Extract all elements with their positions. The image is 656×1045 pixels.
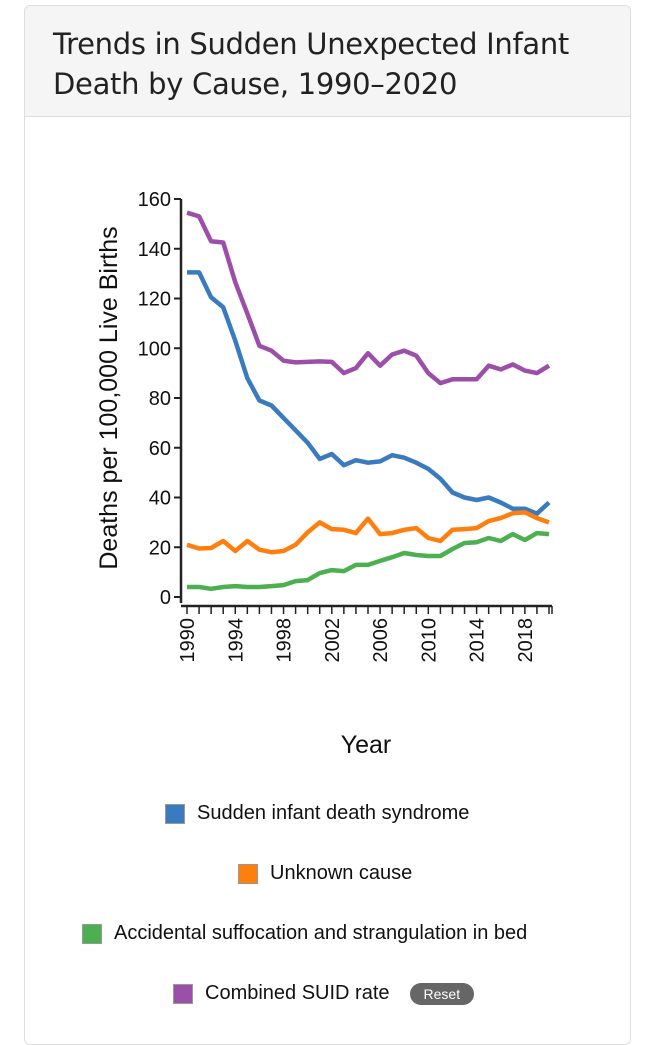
legend-item-sids[interactable]: Sudden infant death syndrome bbox=[165, 802, 469, 825]
reset-button[interactable]: Reset bbox=[409, 982, 475, 1005]
legend-label-combined-suid: Combined SUID rate bbox=[205, 982, 390, 1004]
line-sids bbox=[187, 270, 551, 516]
chart-card: Trends in Sudden Unexpected Infant Death… bbox=[24, 5, 631, 1045]
legend-swatch-sids bbox=[165, 803, 185, 824]
x-tick-label: 1990 bbox=[177, 618, 199, 663]
x-tick-label: 2002 bbox=[322, 618, 344, 663]
x-tick-label: 2010 bbox=[418, 618, 440, 663]
legend-swatch-unknown-cause bbox=[238, 863, 258, 884]
y-tick-label: 120 bbox=[138, 289, 171, 311]
line-chart: 0 20 40 60 80 100 120 140 160 1990 1994 1998 2002 20… bbox=[95, 189, 553, 759]
line-unknown-cause bbox=[186, 510, 550, 555]
legend-item-combined-suid[interactable]: Combined SUID rate Reset bbox=[173, 982, 475, 1005]
y-tick-label: 100 bbox=[138, 338, 171, 360]
y-axis-title: Deaths per 100,000 Live Births bbox=[95, 226, 123, 569]
x-tick-label: 2006 bbox=[370, 618, 392, 663]
x-axis: 1990 1994 1998 2002 2006 2010 2014 2018 bbox=[177, 604, 553, 663]
series-lines bbox=[186, 210, 551, 592]
y-tick-label: 40 bbox=[149, 488, 171, 510]
y-tick-label: 80 bbox=[149, 388, 171, 410]
x-axis-title: Year bbox=[341, 731, 392, 759]
y-tick-label: 0 bbox=[160, 587, 171, 609]
y-tick-label: 140 bbox=[138, 239, 171, 261]
y-tick-label: 20 bbox=[149, 537, 171, 559]
chart-title: Trends in Sudden Unexpected Infant Death… bbox=[53, 27, 569, 101]
card-header: Trends in Sudden Unexpected Infant Death… bbox=[25, 6, 630, 117]
legend-label-unknown-cause: Unknown cause bbox=[270, 862, 413, 884]
legend-item-accidental-suffocation[interactable]: Accidental suffocation and strangulation… bbox=[82, 922, 527, 945]
x-tick-label: 1998 bbox=[274, 618, 296, 663]
x-tick-label: 1994 bbox=[225, 618, 247, 663]
legend-item-unknown-cause[interactable]: Unknown cause bbox=[238, 862, 412, 885]
legend-swatch-accidental-suffocation bbox=[82, 923, 102, 944]
line-combined-suid bbox=[186, 210, 551, 386]
line-accidental-suffocation bbox=[187, 530, 550, 592]
y-tick-label: 160 bbox=[138, 189, 171, 211]
y-tick-label: 60 bbox=[149, 438, 171, 460]
legend-swatch-combined-suid bbox=[173, 983, 193, 1004]
x-tick-label: 2018 bbox=[515, 618, 537, 663]
x-tick-label: 2014 bbox=[467, 618, 489, 663]
legend-label-sids: Sudden infant death syndrome bbox=[197, 802, 470, 824]
legend-label-accidental-suffocation: Accidental suffocation and strangulation… bbox=[114, 922, 528, 944]
y-axis: 0 20 40 60 80 100 120 140 160 bbox=[138, 189, 183, 609]
